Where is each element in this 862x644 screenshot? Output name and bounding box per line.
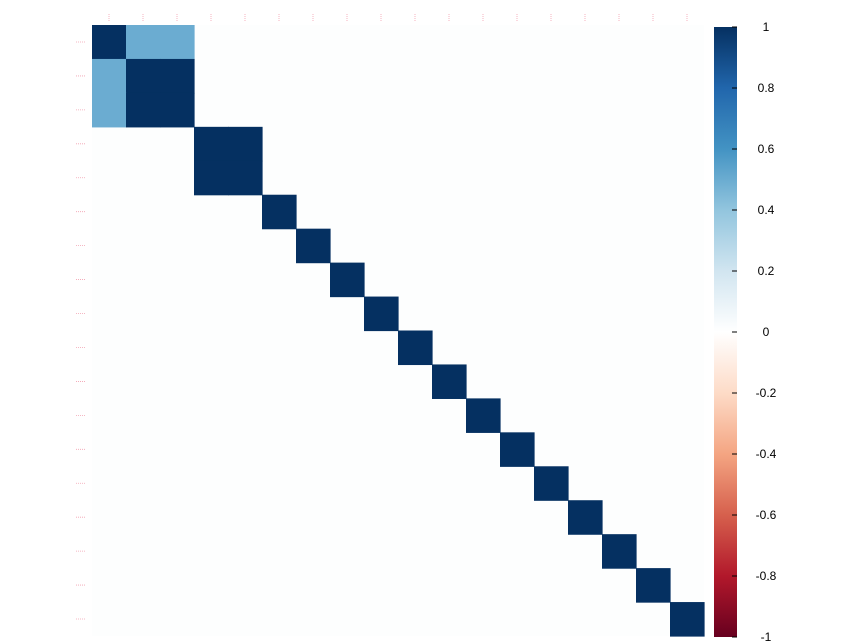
- color-legend-tick-label: 0.8: [758, 81, 775, 95]
- color-legend-tick-label: -1: [761, 630, 772, 644]
- heatmap-cell: [568, 500, 603, 535]
- heatmap-cell: [262, 195, 297, 230]
- heatmap-cell: [126, 25, 161, 60]
- heatmap-cell: [534, 466, 569, 501]
- color-legend-tick-label: 0.2: [758, 264, 775, 278]
- heatmap-cell: [126, 93, 161, 128]
- heatmap-cell: [398, 331, 433, 366]
- row-labels: [76, 42, 86, 619]
- heatmap-cell: [296, 229, 331, 264]
- color-legend-tick-label: -0.6: [756, 508, 777, 522]
- heatmap-cell: [636, 568, 671, 603]
- heatmap-cell: [466, 398, 501, 433]
- heatmap-cell: [160, 93, 195, 128]
- heatmap-cell: [160, 25, 195, 60]
- heatmap-cell: [92, 59, 127, 94]
- heatmap-cell: [194, 127, 229, 162]
- color-legend-ticks: 1 0.8 0.6 0.4 0.2 0 -0.2 -0.4 -0.6 -0.8 -1: [732, 20, 777, 644]
- heatmap-cell: [364, 297, 399, 332]
- heatmap-cell: [160, 59, 195, 94]
- heatmap-cell: [92, 93, 127, 128]
- heatmap-cell: [500, 432, 535, 467]
- heatmap-cell: [602, 534, 637, 569]
- heatmap-cell: [126, 59, 161, 94]
- column-labels: [109, 14, 687, 21]
- heatmap-cell: [228, 127, 263, 162]
- heatmap-cell: [228, 161, 263, 196]
- color-legend-tick-label: 0: [763, 325, 770, 339]
- heatmap-cell: [194, 161, 229, 196]
- color-legend-tick-label: 0.4: [758, 203, 775, 217]
- color-legend-tick-label: -0.4: [756, 447, 777, 461]
- heatmap-cell: [670, 602, 705, 637]
- heatmap-cell: [432, 364, 467, 399]
- color-legend-tick-label: -0.8: [756, 569, 777, 583]
- color-legend-tick-label: 1: [763, 20, 770, 34]
- color-legend-tick-label: -0.2: [756, 386, 777, 400]
- heatmap-cells: [92, 25, 705, 637]
- heatmap-cell: [330, 263, 365, 298]
- color-legend-tick-label: 0.6: [758, 142, 775, 156]
- heatmap-cell: [92, 25, 127, 60]
